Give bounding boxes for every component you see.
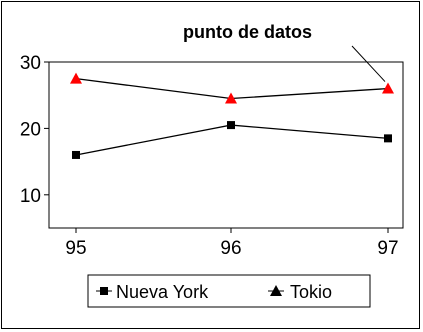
axes: 10 20 30 95 96 97 xyxy=(20,53,399,259)
x-tick-label: 96 xyxy=(220,238,241,259)
plot-area-group xyxy=(48,61,404,229)
y-tick-label: 10 xyxy=(20,186,41,207)
legend-box xyxy=(87,274,371,308)
data-point-triangle xyxy=(225,92,237,104)
data-point-square xyxy=(72,150,80,159)
legend-entry-label: Nueva York xyxy=(116,282,209,302)
data-point-triangle xyxy=(70,72,82,84)
x-tick-label: 97 xyxy=(377,238,398,259)
plot-area xyxy=(48,61,404,229)
annotation-label: punto de datos xyxy=(183,22,312,42)
y-tick-label: 20 xyxy=(20,119,41,140)
legend-entry-label: Tokio xyxy=(290,282,332,302)
legend-triangle-icon xyxy=(270,285,282,296)
data-point-square xyxy=(384,134,392,143)
series-group xyxy=(70,72,394,159)
data-point-triangle xyxy=(382,82,394,94)
annotation-leader-line xyxy=(351,45,386,82)
annotation-group: punto de datos xyxy=(183,22,386,82)
legend-square-icon xyxy=(100,287,108,295)
x-tick-label: 95 xyxy=(65,238,86,259)
y-tick-label: 30 xyxy=(20,53,41,74)
data-point-square xyxy=(227,121,235,130)
legend: Nueva York Tokio xyxy=(87,274,371,308)
